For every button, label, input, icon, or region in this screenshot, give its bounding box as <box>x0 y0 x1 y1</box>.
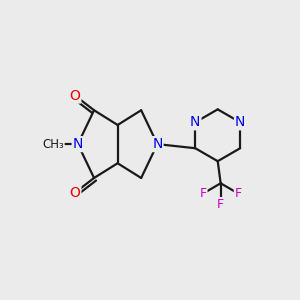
Text: F: F <box>235 187 242 200</box>
Text: N: N <box>190 115 200 129</box>
Text: N: N <box>73 137 83 151</box>
Text: F: F <box>200 187 207 200</box>
Text: N: N <box>235 115 245 129</box>
Text: F: F <box>217 198 224 211</box>
Text: N: N <box>152 137 163 151</box>
Text: CH₃: CH₃ <box>42 138 64 151</box>
Text: O: O <box>70 88 80 103</box>
Text: O: O <box>70 186 80 200</box>
